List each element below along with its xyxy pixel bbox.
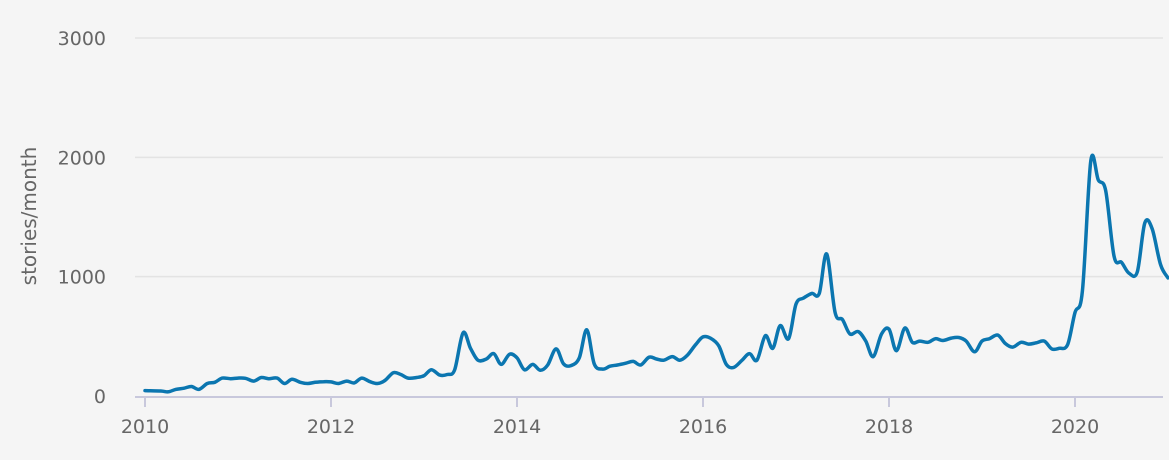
gridlines bbox=[135, 37, 1163, 278]
x-tick-label: 2014 bbox=[493, 416, 541, 438]
x-tick-label: 2020 bbox=[1051, 416, 1099, 438]
x-tick-label: 2012 bbox=[307, 416, 355, 438]
x-tick-label: 2010 bbox=[121, 416, 169, 438]
y-tick-label: 0 bbox=[94, 386, 106, 408]
series-line bbox=[143, 153, 1169, 394]
y-tick-label: 2000 bbox=[58, 147, 106, 169]
y-axis: 0 1000 2000 3000 bbox=[58, 28, 106, 408]
x-tick-label: 2016 bbox=[679, 416, 727, 438]
y-tick-label: 3000 bbox=[58, 28, 106, 50]
x-tick-label: 2018 bbox=[865, 416, 913, 438]
y-axis-title: stories/month bbox=[17, 147, 41, 286]
y-tick-label: 1000 bbox=[58, 267, 106, 289]
x-axis: 2010 2012 2014 2016 2018 2020 bbox=[121, 397, 1099, 438]
